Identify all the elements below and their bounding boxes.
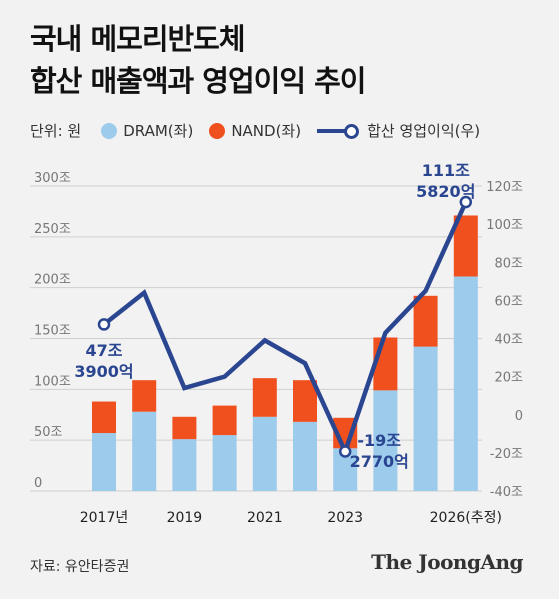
dram-bar (373, 390, 398, 491)
publisher-logo: The JoongAng (371, 550, 523, 574)
right-tick-label: 40조 (494, 333, 523, 348)
profit-marker (97, 318, 111, 331)
legend-profit: 합산 영업이익(우) (317, 120, 480, 141)
x-tick-label: 2017년 (80, 510, 129, 526)
x-tick-label: 2026(추정) (430, 510, 502, 526)
profit-annotation-line2: 3900억 (74, 362, 133, 381)
right-tick-label: 80조 (494, 256, 523, 271)
legend-profit-label: 합산 영업이익(우) (367, 122, 481, 140)
dram-bar (293, 421, 317, 491)
left-tick-label: 200조 (34, 273, 71, 288)
nand-bar (132, 380, 157, 412)
left-tick-label: 100조 (34, 374, 71, 389)
dram-bar (252, 416, 277, 491)
right-tick-label: 100조 (486, 218, 523, 233)
profit-annotation-line2: 2770억 (350, 452, 409, 471)
legend-dram: DRAM(좌) (101, 120, 193, 141)
legend-dram-label: DRAM(좌) (123, 122, 194, 140)
nand-bar (92, 401, 116, 434)
nand-bar (453, 215, 478, 277)
profit-marker (338, 445, 352, 458)
title-line-1: 국내 메모리반도체 (30, 22, 246, 56)
right-tick-label: 60조 (494, 294, 523, 309)
nand-bar (413, 295, 438, 347)
profit-annotation-line2: 5820억 (416, 182, 475, 201)
x-tick-label: 2019 (167, 510, 203, 526)
dram-bar (132, 411, 157, 491)
nand-bar (212, 405, 237, 436)
dram-bar (453, 276, 478, 491)
legend-nand: NAND(좌) (209, 120, 301, 141)
profit-line (102, 201, 468, 458)
nand-bar (172, 416, 197, 440)
right-tick-label: -20조 (490, 447, 523, 462)
dram-swatch (101, 122, 118, 139)
profit-annotation-line1: 47조 (86, 341, 123, 360)
right-tick-label: -40조 (490, 485, 523, 500)
left-tick-label: 50조 (34, 425, 63, 440)
nand-bar (252, 378, 277, 417)
left-tick-label: 300조 (34, 171, 71, 186)
nand-bar (293, 380, 317, 422)
dram-bar (212, 435, 237, 491)
dram-bar (92, 433, 116, 491)
chart-title: 국내 메모리반도체 합산 매출액과 영업이익 추이 (30, 18, 366, 102)
dram-bar (172, 439, 197, 491)
nand-bar (373, 337, 398, 391)
right-tick-label: 0 (515, 409, 523, 424)
legend-nand-label: NAND(좌) (231, 122, 302, 140)
left-tick-label: 0 (34, 476, 42, 491)
left-tick-label: 150조 (34, 324, 71, 339)
dram-bar (413, 346, 438, 491)
right-tick-label: 20조 (494, 371, 523, 386)
source-note: 자료: 유안타증권 (30, 559, 130, 575)
profit-annotation-line1: -19조 (357, 431, 401, 450)
title-line-2: 합산 매출액과 영업이익 추이 (30, 64, 366, 98)
profit-annotation-line1: 111조 (422, 161, 470, 180)
legend: 단위: 원 DRAM(좌) NAND(좌) 합산 영업이익(우) (30, 120, 539, 141)
profit-line-swatch (317, 123, 361, 139)
x-tick-label: 2023 (327, 510, 363, 526)
left-tick-label: 250조 (34, 222, 71, 237)
right-tick-label: 120조 (486, 180, 523, 195)
nand-swatch (209, 122, 226, 139)
unit-label: 단위: 원 (30, 122, 82, 140)
profit-marker (459, 195, 473, 209)
x-tick-label: 2021 (247, 510, 283, 526)
